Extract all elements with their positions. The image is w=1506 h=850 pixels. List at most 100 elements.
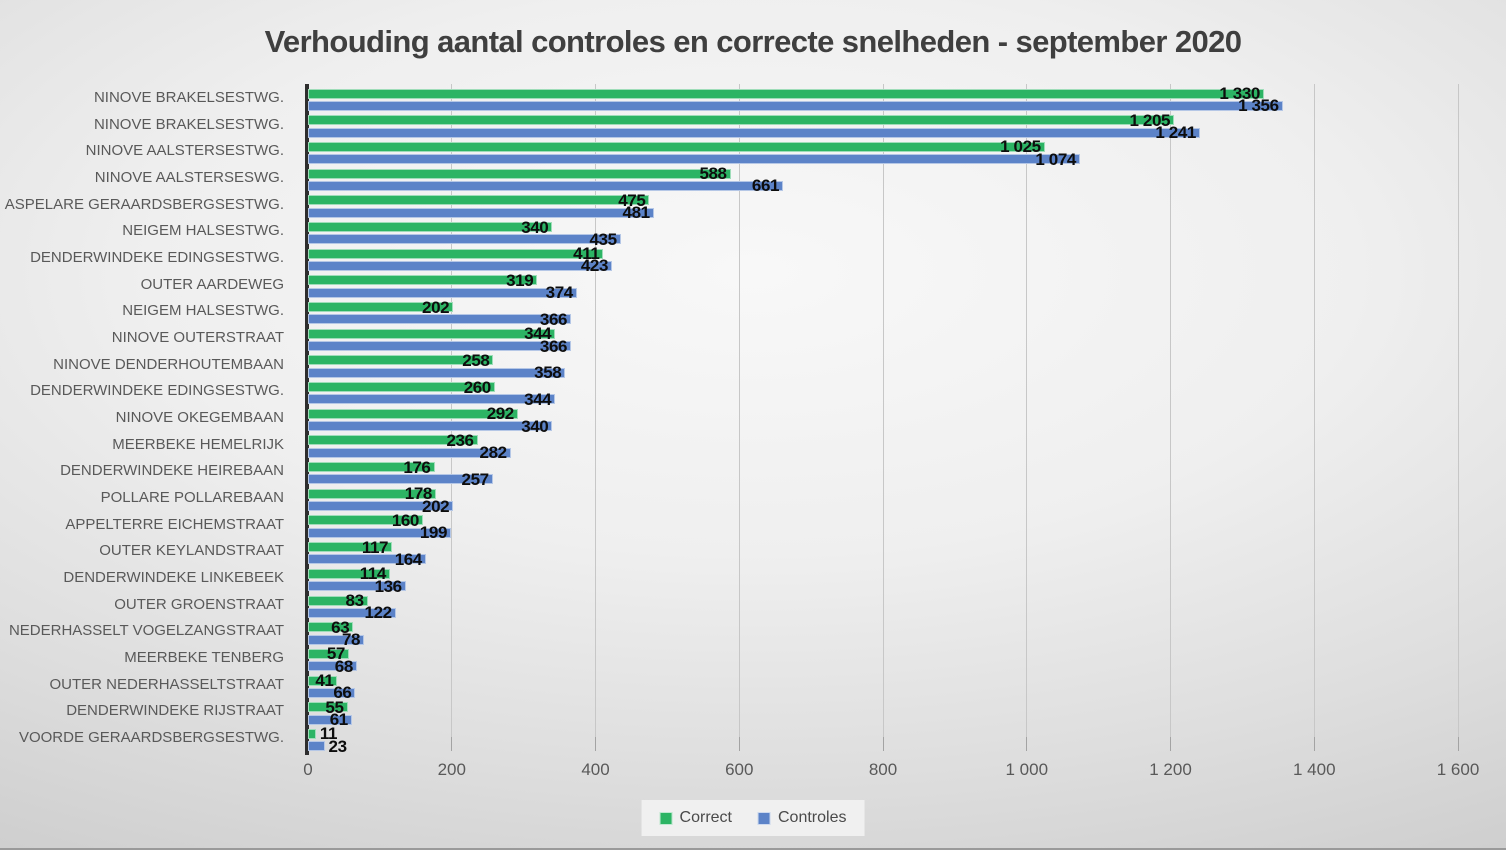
bar-correct[interactable] <box>308 675 338 686</box>
category-label: NINOVE OKEGEMBAAN <box>115 408 284 426</box>
bar-correct[interactable] <box>308 302 454 313</box>
bar-correct[interactable] <box>308 702 348 713</box>
bar-controles[interactable] <box>308 714 352 725</box>
bar-controles[interactable] <box>308 661 357 672</box>
bar-correct[interactable] <box>308 141 1045 152</box>
bar-controles[interactable] <box>308 207 654 218</box>
bar-controles[interactable] <box>308 607 396 618</box>
data-label-correct: 11 <box>319 724 338 744</box>
bar-controles[interactable] <box>308 367 566 378</box>
category-label: DENDERWINDEKE EDINGSESTWG. <box>30 382 284 400</box>
data-label-controles: 344 <box>524 389 552 409</box>
tick-mark <box>595 737 596 751</box>
bar-controles[interactable] <box>308 634 365 645</box>
category-label: NINOVE BRAKELSESTWG. <box>93 88 284 106</box>
bar-controles[interactable] <box>308 287 577 298</box>
tick-mark <box>1313 737 1315 751</box>
bar-correct[interactable] <box>308 328 556 339</box>
tick-mark <box>451 737 453 751</box>
data-label-controles: 1 074 <box>1035 149 1076 169</box>
data-label-correct: 160 <box>391 510 420 530</box>
bar-correct[interactable] <box>308 568 390 579</box>
bar-correct[interactable] <box>308 88 1264 99</box>
value-axis-zero-line <box>305 84 309 755</box>
data-label-controles: 358 <box>534 363 562 383</box>
bar-controles[interactable] <box>308 127 1200 138</box>
bar-controles[interactable] <box>308 394 556 405</box>
legend-label-controles: Controles <box>777 809 847 826</box>
x-tick-label: 0 <box>303 760 313 779</box>
data-label-controles: 340 <box>521 416 549 436</box>
x-tick-label: 600 <box>725 760 754 779</box>
category-label: OUTER GROENSTRAAT <box>114 595 284 613</box>
bar-correct[interactable] <box>308 355 494 366</box>
data-label-controles: 68 <box>334 656 354 676</box>
bar-controles[interactable] <box>308 154 1080 165</box>
bar-controles[interactable] <box>308 421 553 432</box>
bar-correct[interactable] <box>308 435 478 446</box>
bar-controles[interactable] <box>308 314 572 325</box>
tick-mark <box>882 737 884 751</box>
legend-label-correct: Correct <box>679 809 732 826</box>
bar-controles[interactable] <box>308 501 454 512</box>
data-label-correct: 292 <box>486 404 515 424</box>
bar-correct[interactable] <box>308 382 495 393</box>
data-label-controles: 481 <box>622 203 651 223</box>
bar-controles[interactable] <box>308 180 784 191</box>
bar-correct[interactable] <box>308 462 435 473</box>
bar-correct[interactable] <box>308 195 650 206</box>
bar-correct[interactable] <box>308 408 518 419</box>
data-label-controles: 282 <box>479 443 508 463</box>
data-label-controles: 423 <box>580 256 609 276</box>
data-label-correct: 344 <box>524 324 552 344</box>
bar-controles[interactable] <box>308 234 621 245</box>
bar-controles[interactable] <box>308 447 511 458</box>
bar-correct[interactable] <box>308 488 436 499</box>
legend-item-correct[interactable]: Correct <box>659 809 732 827</box>
category-label: NEIGEM HALSESTWG. <box>122 302 284 320</box>
category-label: DENDERWINDEKE EDINGSESTWG. <box>30 248 284 266</box>
bar-controles[interactable] <box>308 581 406 592</box>
x-tick-label: 200 <box>437 760 466 779</box>
bar-correct[interactable] <box>308 168 731 179</box>
legend-item-controles[interactable]: Controles <box>757 809 847 827</box>
gridline <box>738 84 740 737</box>
bar-correct[interactable] <box>308 115 1175 126</box>
data-label-correct: 1 330 <box>1219 84 1260 104</box>
data-label-correct: 41 <box>315 671 334 691</box>
bar-controles[interactable] <box>308 474 493 485</box>
bar-correct[interactable] <box>308 275 538 286</box>
bar-correct[interactable] <box>308 248 604 259</box>
data-label-controles: 366 <box>539 336 568 356</box>
bar-controles[interactable] <box>308 100 1283 111</box>
bar-controles[interactable] <box>308 341 572 352</box>
bar-correct[interactable] <box>308 542 393 553</box>
bar-controles[interactable] <box>308 527 452 538</box>
bar-correct[interactable] <box>308 222 553 232</box>
data-label-correct: 258 <box>462 350 490 370</box>
bar-correct[interactable] <box>308 515 423 526</box>
bar-controles[interactable] <box>308 554 426 565</box>
data-label-correct: 114 <box>359 564 387 584</box>
data-label-correct: 117 <box>361 537 389 557</box>
gridline <box>1313 84 1315 737</box>
bar-controles[interactable] <box>308 260 613 271</box>
gridline <box>1457 84 1459 737</box>
bar-controles[interactable] <box>308 687 356 698</box>
bar-correct[interactable] <box>308 622 354 633</box>
data-label-controles: 257 <box>461 469 490 489</box>
x-tick-label: 1 000 <box>1005 760 1049 779</box>
category-label: MEERBEKE HEMELRIJK <box>112 435 284 453</box>
category-label: POLLARE POLLAREBAAN <box>100 489 284 507</box>
x-axis-tick-labels: 0 200 400 600 800 1 000 1 200 1 400 1 600 <box>303 760 1479 782</box>
bar-controles[interactable] <box>308 741 325 752</box>
data-label-controles: 1 241 <box>1155 123 1196 143</box>
category-label: DENDERWINDEKE RIJSTRAAT <box>66 702 284 720</box>
bar-correct[interactable] <box>308 595 368 606</box>
data-label-correct: 475 <box>618 190 646 210</box>
data-label-controles: 366 <box>539 309 568 329</box>
bar-correct[interactable] <box>308 648 349 659</box>
bar-correct[interactable] <box>308 728 316 739</box>
data-label-controles: 164 <box>394 549 423 569</box>
